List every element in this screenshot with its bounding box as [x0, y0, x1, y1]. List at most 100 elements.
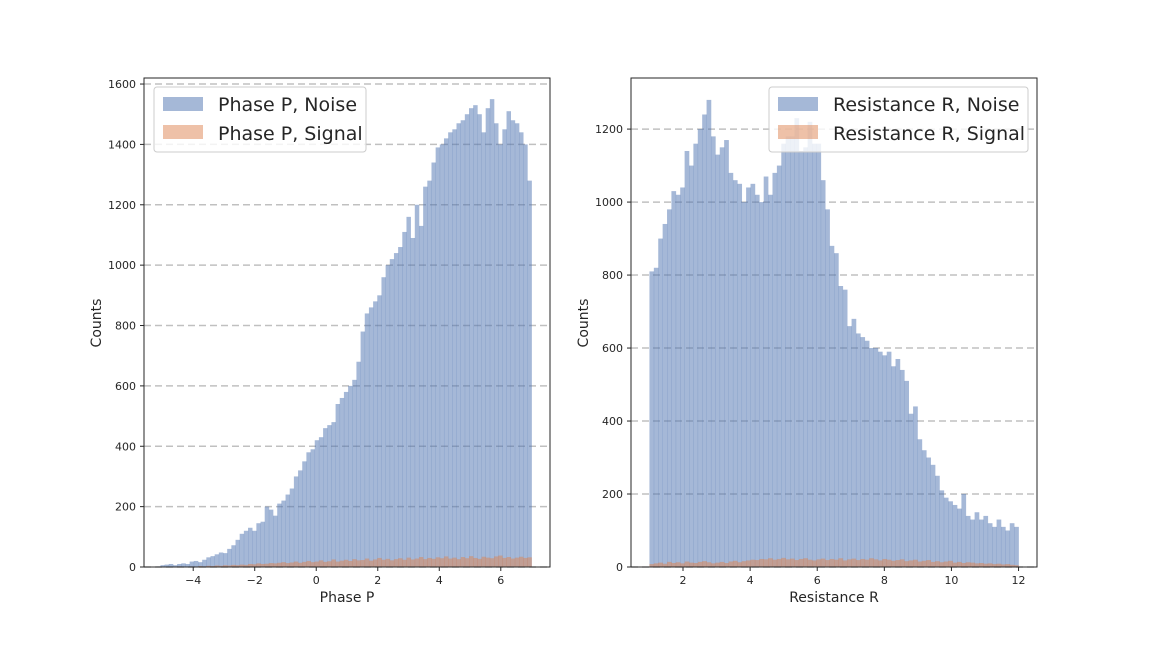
plot-frame [143, 77, 551, 568]
histogram-bar [658, 238, 663, 567]
histogram-bar [360, 560, 366, 567]
histogram-bar [829, 245, 835, 568]
histogram-bar [352, 379, 357, 567]
histogram-bar [527, 180, 532, 567]
histogram-bar [741, 202, 747, 567]
histogram-bar [847, 326, 852, 567]
histogram-bar [406, 216, 411, 567]
histogram-bar [952, 562, 958, 567]
histogram-bar [439, 558, 445, 567]
histogram-bar [864, 340, 870, 567]
histogram-bar [860, 558, 866, 567]
histogram-bar [702, 114, 707, 567]
histogram-bar [667, 561, 672, 567]
histogram-bar [790, 558, 795, 567]
x-tick-label: 12 [1012, 574, 1026, 587]
histogram-bar [273, 563, 278, 567]
histogram-bar [781, 557, 786, 567]
histogram-bar [393, 559, 399, 567]
y-tick-label: 400 [115, 440, 136, 453]
histogram-bar [248, 527, 253, 567]
series-0-bars [649, 99, 1019, 568]
histogram-bar [702, 561, 707, 567]
histogram-bar [481, 132, 486, 568]
histogram-bar [737, 562, 743, 567]
histogram-bar [298, 562, 303, 567]
x-tick-label: 0 [313, 574, 320, 587]
histogram-bar [348, 385, 353, 567]
histogram-bar [926, 560, 931, 567]
y-tick-label: 200 [115, 501, 136, 514]
histogram-bar [418, 225, 424, 567]
histogram-bar [443, 138, 449, 568]
histogram-bar [314, 561, 320, 567]
histogram-bar [293, 476, 299, 567]
x-axis-label: Resistance R [789, 590, 879, 606]
x-tick-label: 2 [374, 574, 381, 587]
histogram-bar [886, 559, 892, 567]
histogram-bar [193, 560, 199, 567]
histogram-bar [851, 318, 857, 567]
histogram-bar [970, 519, 975, 567]
histogram-bar [948, 560, 953, 567]
histogram-bar [935, 475, 940, 567]
histogram-bar [485, 108, 491, 568]
histogram-bar [803, 558, 808, 567]
histogram-bar [746, 187, 751, 568]
legend-label-signal: Phase P, Signal [218, 123, 363, 145]
histogram-bar [908, 413, 914, 567]
histogram-bar [435, 557, 441, 567]
y-tick-label: 1000 [595, 196, 623, 209]
histogram-bar [414, 204, 420, 567]
histogram-bar [352, 559, 357, 567]
y-tick-label: 400 [602, 415, 623, 428]
histogram-bar [1005, 530, 1011, 567]
histogram-bar [790, 136, 795, 567]
histogram-bar [680, 187, 685, 568]
histogram-bar [899, 369, 905, 567]
histogram-bars [649, 99, 1019, 568]
histogram-bar [231, 564, 236, 567]
histogram-bar [443, 556, 449, 567]
histogram-bar [439, 144, 445, 567]
histogram-bar [926, 457, 931, 567]
histogram-bar [754, 560, 760, 567]
histogram-bar [842, 289, 848, 567]
histogram-bar [855, 333, 861, 567]
histogram-bar [318, 560, 324, 567]
histogram-bar [965, 562, 971, 567]
histogram-bar [381, 559, 386, 567]
histogram-bar [847, 559, 852, 567]
x-tick-label: −2 [247, 574, 263, 587]
y-tick-label: 1400 [108, 138, 136, 151]
histogram-bar [418, 557, 424, 567]
histogram-bar [510, 558, 516, 567]
histogram-bar [402, 559, 407, 567]
histogram-bar [754, 194, 760, 567]
histogram-bar [260, 521, 266, 567]
histogram-bar [983, 515, 989, 567]
histogram-bar [281, 500, 286, 567]
histogram-bar [891, 366, 896, 567]
histogram-bar [895, 560, 901, 567]
histogram-bar [741, 561, 747, 567]
histogram-bar [477, 114, 482, 567]
histogram-bar [719, 147, 725, 567]
histogram-bar [992, 564, 997, 567]
histogram-bar [939, 562, 945, 567]
histogram-bar [684, 561, 690, 567]
histogram-bar [768, 194, 773, 567]
histogram-bar [838, 558, 844, 567]
histogram-bar [983, 563, 989, 567]
histogram-bar [869, 558, 874, 567]
histogram-bar [697, 129, 703, 568]
phase-histogram-panel: −4 −2 0 2 4 6 0 200 400 600 800 1000 1200 1400 1600 P… [89, 77, 551, 606]
histogram-bar [1000, 526, 1006, 567]
histogram-bar [410, 559, 416, 567]
histogram-bar [917, 561, 923, 567]
histogram-bar [473, 105, 478, 568]
histogram-bar [768, 558, 773, 567]
histogram-bar [385, 558, 391, 567]
histogram-bar [750, 183, 756, 567]
